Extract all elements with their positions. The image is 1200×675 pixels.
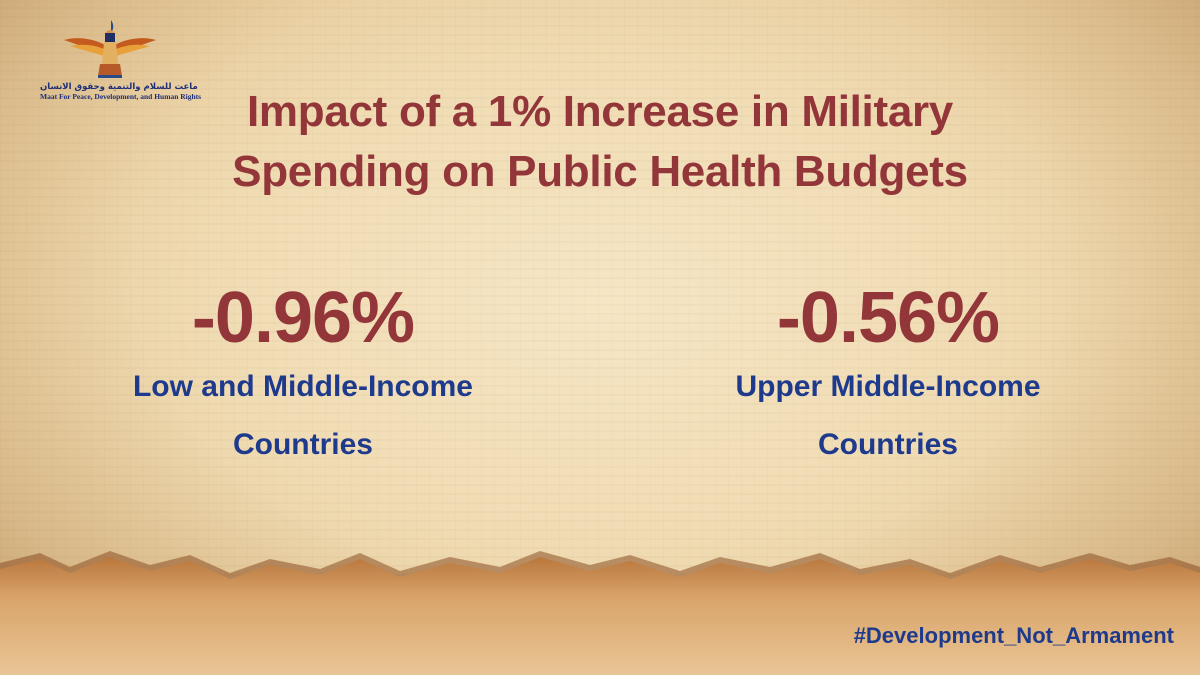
logo-english-text: Maat For Peace, Development, and Human R… [40,92,202,101]
maat-logo: ماعت للسلام والتنمية وحقوق الانسان Maat … [40,18,202,101]
stat-value: -0.56% [776,278,1000,358]
hashtag: #Development_Not_Armament [853,623,1174,648]
stat-label-line-2: Countries [232,428,373,461]
stat-low-middle-income: -0.96% Low and Middle-Income Countries [43,278,563,474]
stat-label-line-1: Upper Middle-Income [735,370,1041,403]
page-title: Impact of a 1% Increase in Military Spen… [0,82,1200,202]
winged-goddess-maat-icon [64,20,156,78]
stat-upper-middle-income: -0.56% Upper Middle-Income Countries [628,278,1148,474]
stat-label-line-1: Low and Middle-Income [132,370,473,403]
title-line-1: Impact of a 1% Increase in Military [247,87,953,136]
stat-label-line-2: Countries [817,428,958,461]
torn-paper-edge [0,551,1200,675]
title-line-2: Spending on Public Health Budgets [232,147,968,196]
logo-arabic-text: ماعت للسلام والتنمية وحقوق الانسان [40,82,198,92]
stat-value: -0.96% [191,278,415,358]
